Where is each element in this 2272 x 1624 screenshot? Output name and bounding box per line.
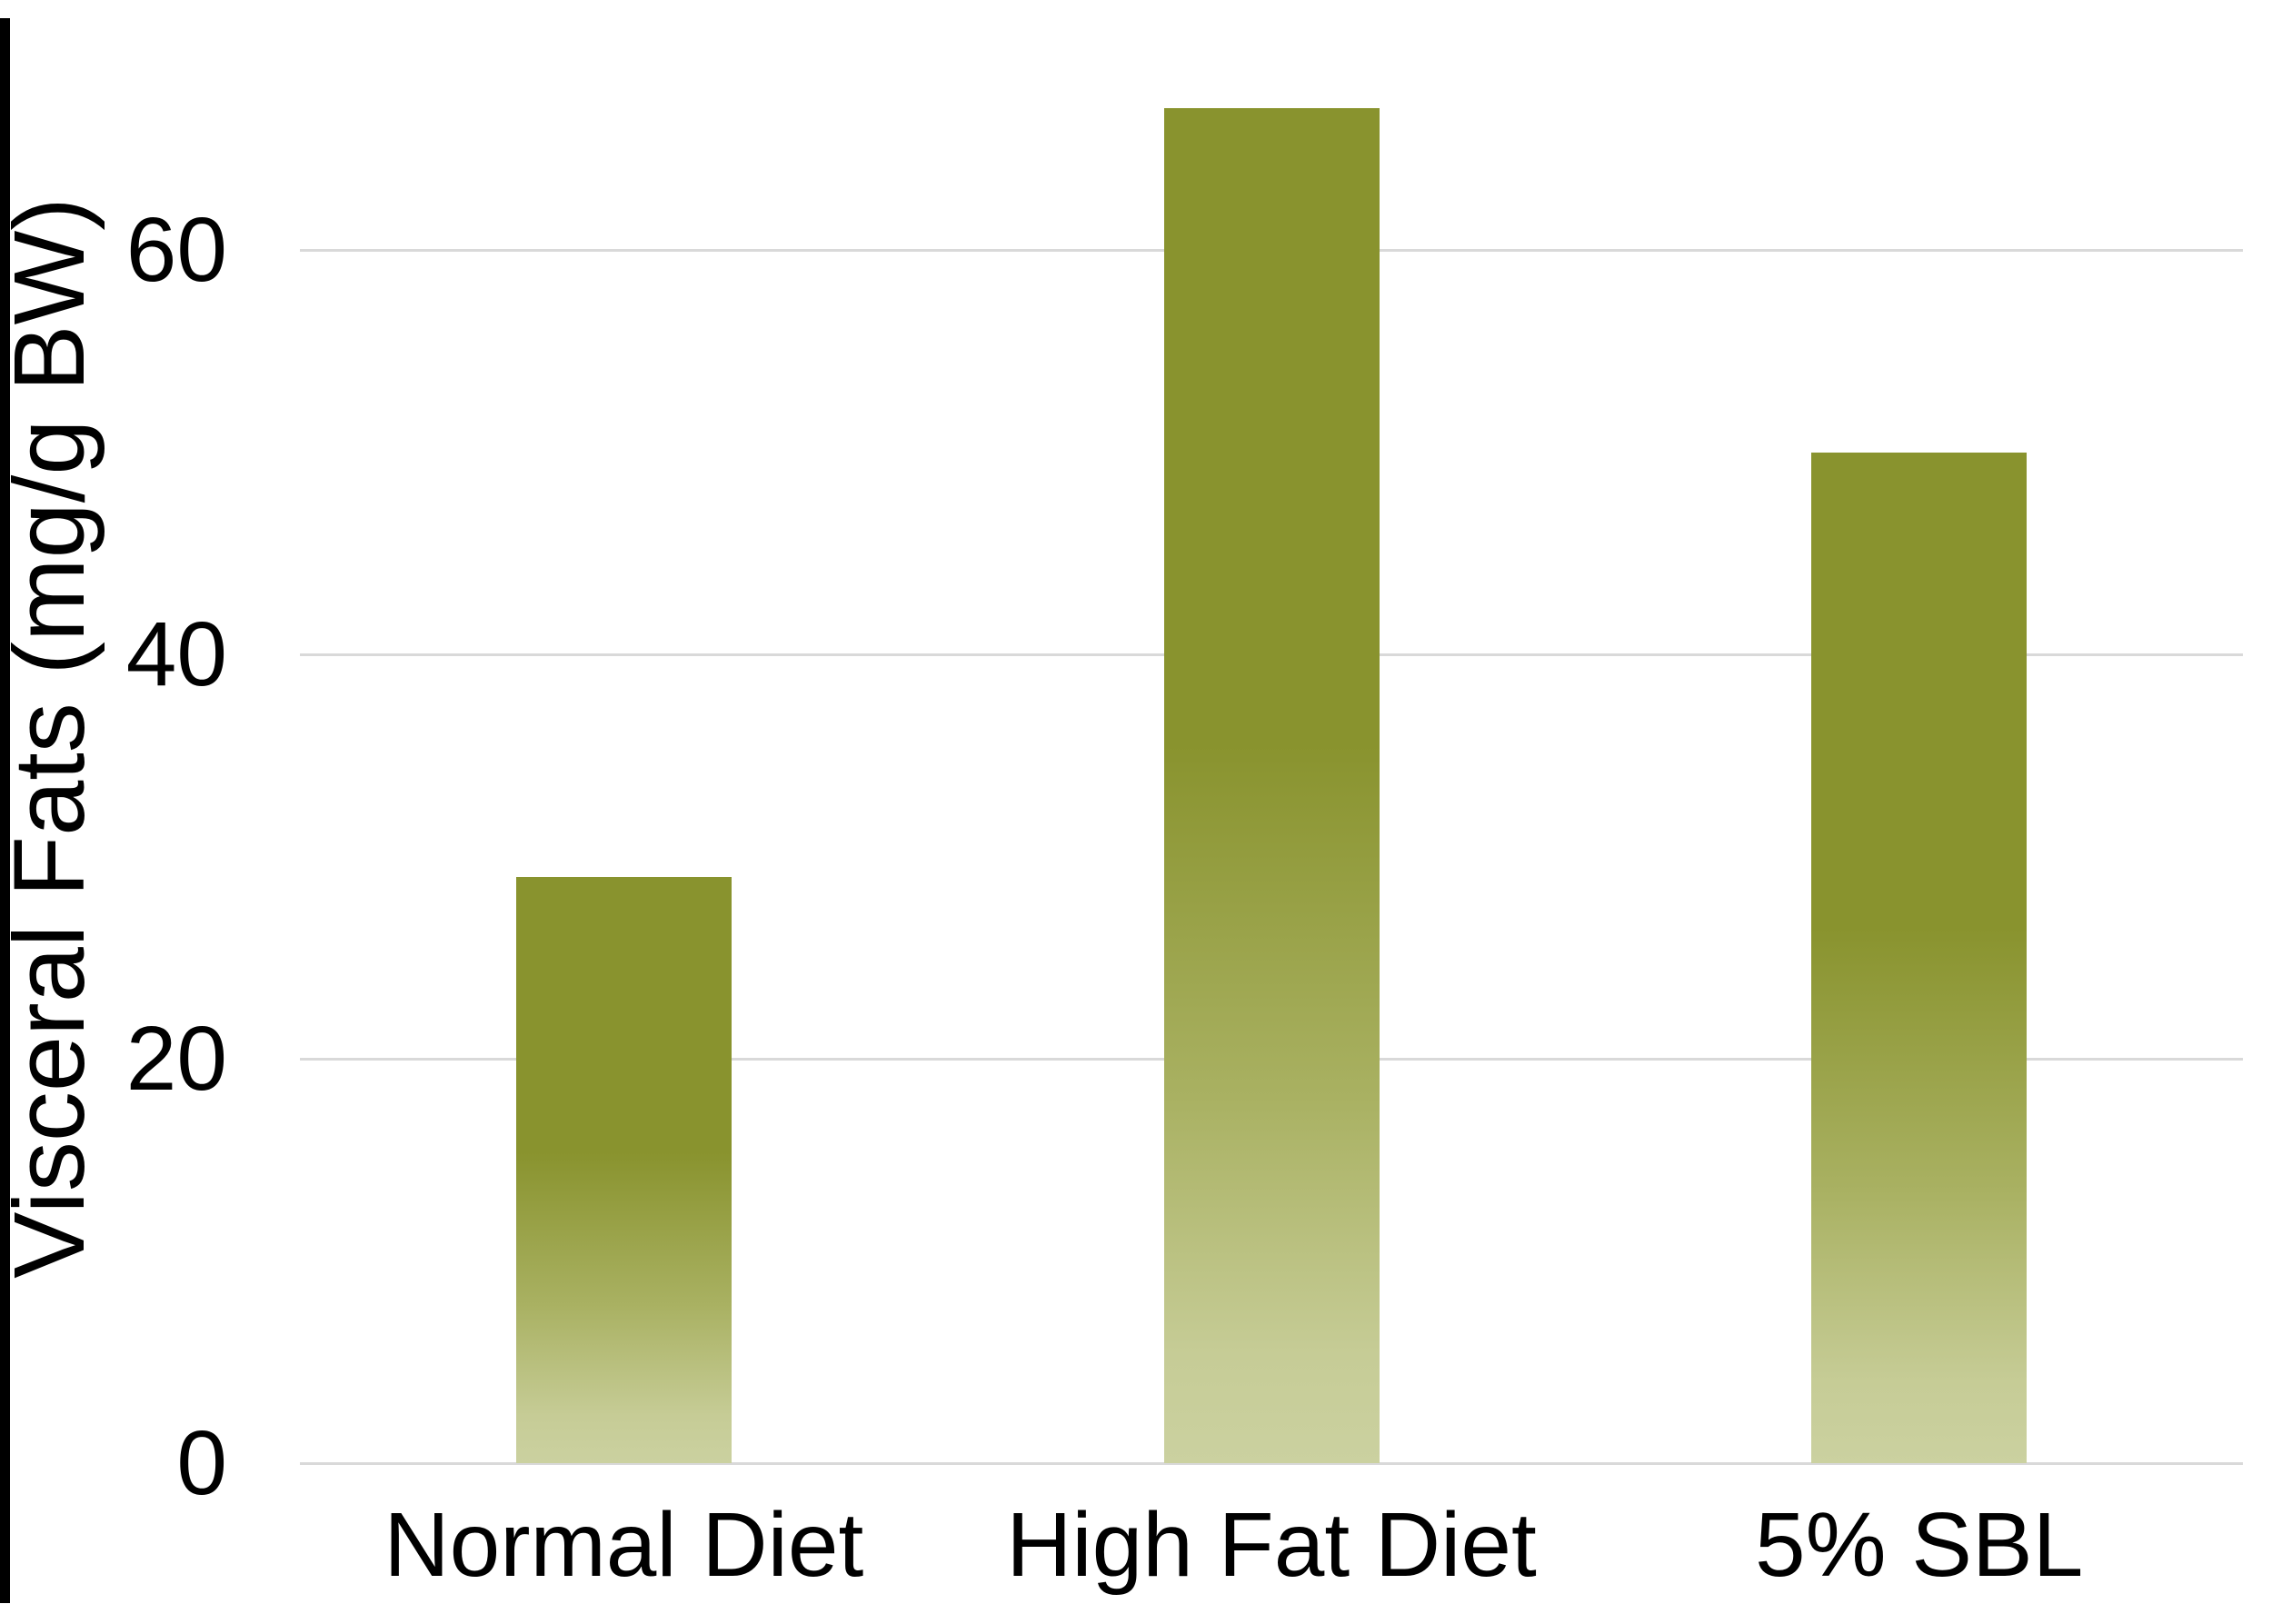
x-tick-label-1: High Fat Diet (1006, 1494, 1537, 1596)
x-tick-label-2: 5% SBL (1754, 1494, 2084, 1596)
bar-high-fat-diet (1163, 108, 1380, 1463)
gridline-y-0 (300, 1461, 2243, 1465)
bar-5-sbl (1811, 452, 2028, 1463)
left-border-line (0, 18, 10, 1603)
bar-normal-diet (515, 876, 732, 1463)
y-tick-label-0: 0 (176, 1412, 227, 1514)
y-tick-label-20: 20 (125, 1008, 227, 1110)
y-axis-title: Visceral Fats (mg/g BW) (0, 197, 105, 1279)
y-tick-label-40: 40 (125, 603, 227, 705)
y-tick-label-60: 60 (125, 199, 227, 301)
x-tick-label-0: Normal Diet (384, 1494, 864, 1596)
